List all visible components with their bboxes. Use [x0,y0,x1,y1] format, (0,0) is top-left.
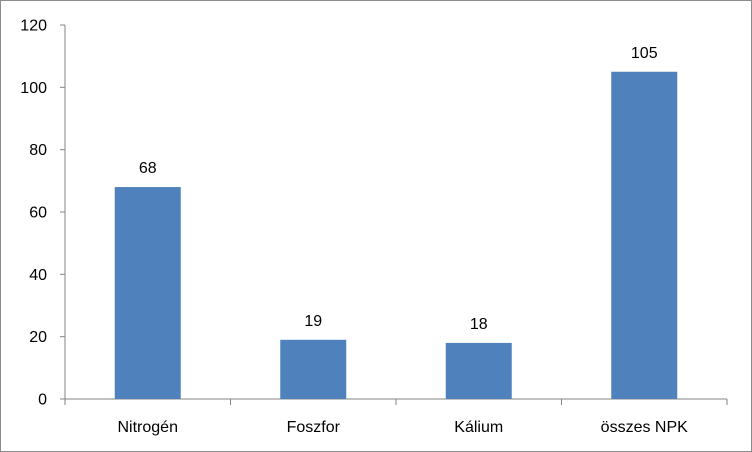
y-tick-label: 80 [29,142,47,159]
x-tick-label-1: Foszfor [287,419,341,436]
y-tick-label: 60 [29,205,47,222]
x-tick-label-2: Kálium [454,419,503,436]
y-axis-ticks: 0 20 40 60 80 100 120 [20,18,65,409]
data-labels: 68 19 18 105 [139,45,658,333]
y-tick-label: 120 [20,18,47,35]
data-label-1: 19 [304,313,322,330]
bar-3 [611,71,678,399]
x-axis-ticks: Nitrogén Foszfor Kálium összes NPK [64,399,728,436]
bar-1 [280,339,347,399]
y-tick-label: 0 [38,392,47,409]
x-tick-label-0: Nitrogén [118,419,178,436]
data-label-0: 68 [139,160,157,177]
data-label-3: 105 [631,45,658,62]
y-tick-label: 100 [20,80,47,97]
bar-2 [445,342,512,399]
y-tick-label: 40 [29,267,47,284]
data-label-2: 18 [470,316,488,333]
bars [114,71,678,399]
y-tick-label: 20 [29,329,47,346]
x-tick-label-3: összes NPK [601,419,688,436]
bar-0 [114,187,181,399]
